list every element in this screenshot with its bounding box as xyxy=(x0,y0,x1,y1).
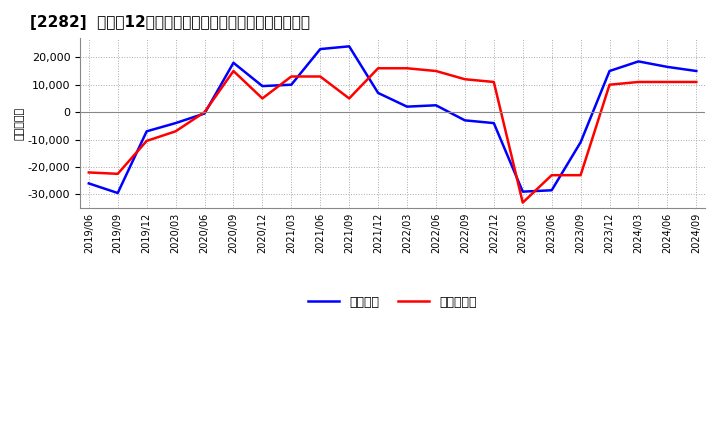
経常利益 xyxy=(402,104,411,109)
経常利益 xyxy=(374,90,382,95)
当期純利益 xyxy=(258,96,266,101)
経常利益 xyxy=(171,121,180,126)
当期純利益 xyxy=(663,79,672,84)
当期純利益 xyxy=(634,79,643,84)
当期純利益 xyxy=(84,170,93,175)
Line: 経常利益: 経常利益 xyxy=(89,46,696,193)
経常利益 xyxy=(114,191,122,196)
当期純利益 xyxy=(316,74,325,79)
経常利益 xyxy=(143,128,151,134)
経常利益 xyxy=(634,59,643,64)
当期純利益 xyxy=(518,200,527,205)
当期純利益 xyxy=(171,128,180,134)
経常利益 xyxy=(84,181,93,186)
経常利益 xyxy=(200,111,209,116)
経常利益 xyxy=(431,103,440,108)
Legend: 経常利益, 当期純利益: 経常利益, 当期純利益 xyxy=(303,291,482,314)
Line: 当期純利益: 当期純利益 xyxy=(89,68,696,202)
経常利益 xyxy=(229,60,238,66)
経常利益 xyxy=(692,68,701,73)
Text: [2282]  利益だ12か月移動合計の対前年同期増減額の推移: [2282] 利益だ12か月移動合計の対前年同期増減額の推移 xyxy=(30,15,310,30)
経常利益 xyxy=(663,64,672,70)
当期純利益 xyxy=(606,82,614,88)
経常利益 xyxy=(518,189,527,194)
当期純利益 xyxy=(431,68,440,73)
経常利益 xyxy=(490,121,498,126)
当期純利益 xyxy=(114,171,122,176)
経常利益 xyxy=(461,118,469,123)
当期純利益 xyxy=(547,172,556,178)
当期純利益 xyxy=(692,79,701,84)
経常利益 xyxy=(606,68,614,73)
当期純利益 xyxy=(461,77,469,82)
当期純利益 xyxy=(576,172,585,178)
当期純利益 xyxy=(143,138,151,143)
Y-axis label: （百万円）: （百万円） xyxy=(15,106,25,139)
経常利益 xyxy=(287,82,296,88)
経常利益 xyxy=(258,84,266,89)
当期純利益 xyxy=(490,79,498,84)
経常利益 xyxy=(316,47,325,52)
当期純利益 xyxy=(374,66,382,71)
当期純利益 xyxy=(345,96,354,101)
当期純利益 xyxy=(229,68,238,73)
当期純利益 xyxy=(200,110,209,115)
経常利益 xyxy=(576,139,585,145)
当期純利益 xyxy=(287,74,296,79)
経常利益 xyxy=(547,187,556,193)
経常利益 xyxy=(345,44,354,49)
当期純利益 xyxy=(402,66,411,71)
